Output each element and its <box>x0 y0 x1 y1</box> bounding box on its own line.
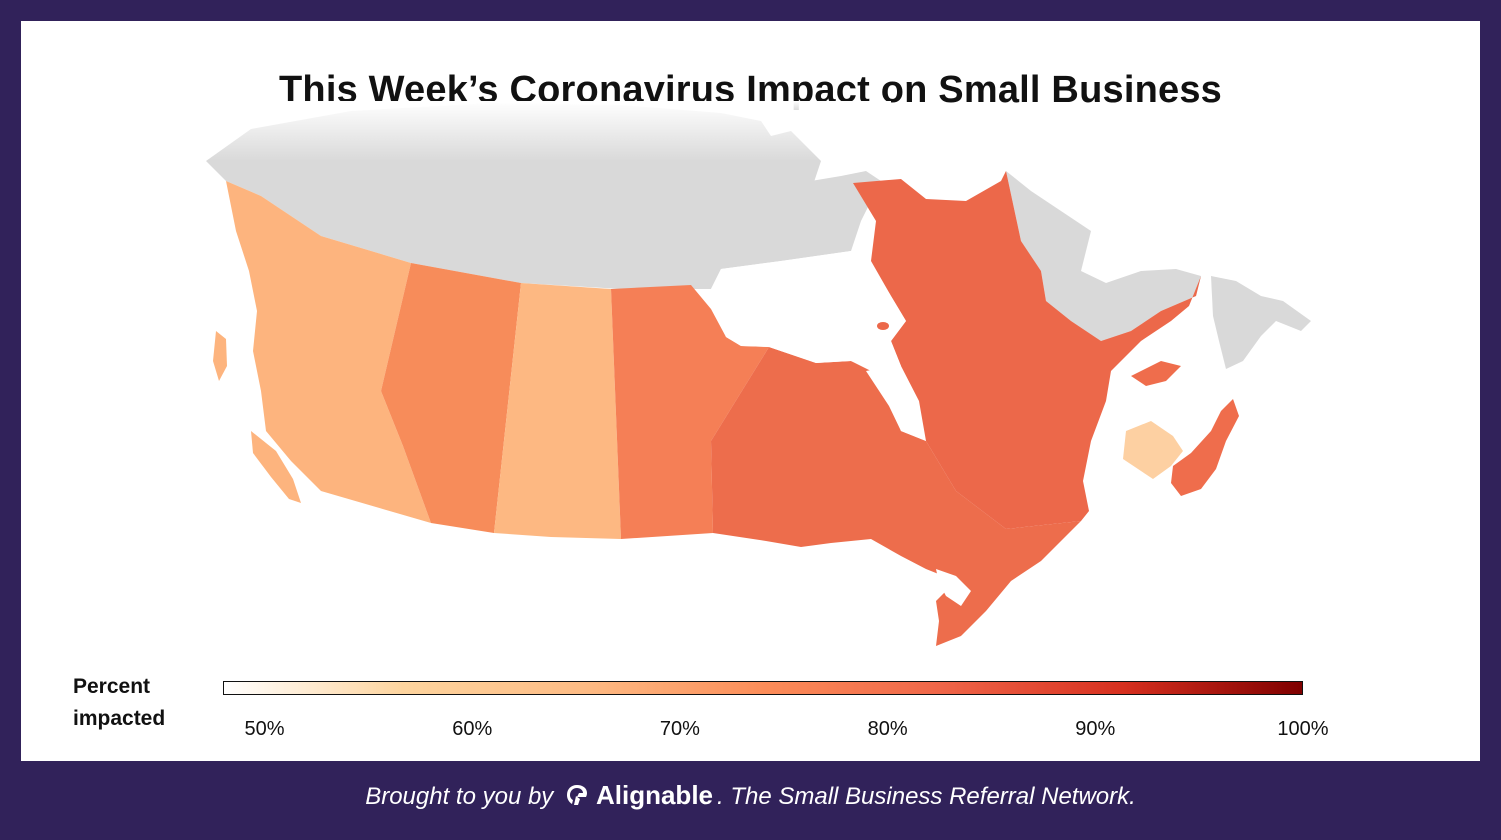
legend-color-scale <box>223 681 1303 695</box>
region-manitoba <box>611 285 769 539</box>
legend-title-line1: Percent <box>73 675 151 698</box>
legend-tick-label: 80% <box>867 718 908 740</box>
lake-huron <box>936 569 971 606</box>
legend-tick-label: 50% <box>244 718 285 740</box>
island-fleck <box>877 322 889 330</box>
canada-map <box>171 101 1311 646</box>
legend-tick-label: 70% <box>659 718 700 740</box>
james-bay <box>866 366 926 441</box>
legend-tick-label: 100% <box>1277 718 1329 740</box>
region-ontario <box>711 347 1081 646</box>
region-quebec <box>853 171 1201 529</box>
region-alberta <box>381 263 521 533</box>
hudson-bay <box>711 251 906 373</box>
footer: Brought to you by Alignable. The Small B… <box>0 780 1501 811</box>
north-fade <box>171 101 891 211</box>
alignable-logo-icon <box>566 785 587 805</box>
footer-suffix: . The Small Business Referral Network. <box>717 783 1136 810</box>
region-bc-island-vancouver <box>251 431 301 503</box>
map-panel: This Week’s Coronavirus Impact on Small … <box>21 21 1480 761</box>
region-new-brunswick <box>1123 421 1183 479</box>
region-newfoundland-labrador <box>1006 171 1201 341</box>
legend-title-line2: impacted <box>73 707 166 730</box>
region-british-columbia <box>226 181 431 523</box>
footer-prefix: Brought to you by <box>365 783 554 810</box>
region-bc-island-haida <box>213 331 227 381</box>
legend-tick-label: 60% <box>452 718 493 740</box>
region-nova-scotia <box>1171 399 1239 496</box>
region-newfoundland-island <box>1211 276 1311 369</box>
region-saskatchewan <box>494 283 621 539</box>
region-prince-edward-island <box>1131 361 1181 386</box>
lake-erie <box>961 621 996 639</box>
brand-logo: Alignable <box>564 780 713 811</box>
lake-superior <box>851 551 921 579</box>
legend-tick-label: 90% <box>1075 718 1116 740</box>
legend-title: Percent impacted <box>73 671 165 735</box>
brand-name: Alignable <box>595 780 713 810</box>
